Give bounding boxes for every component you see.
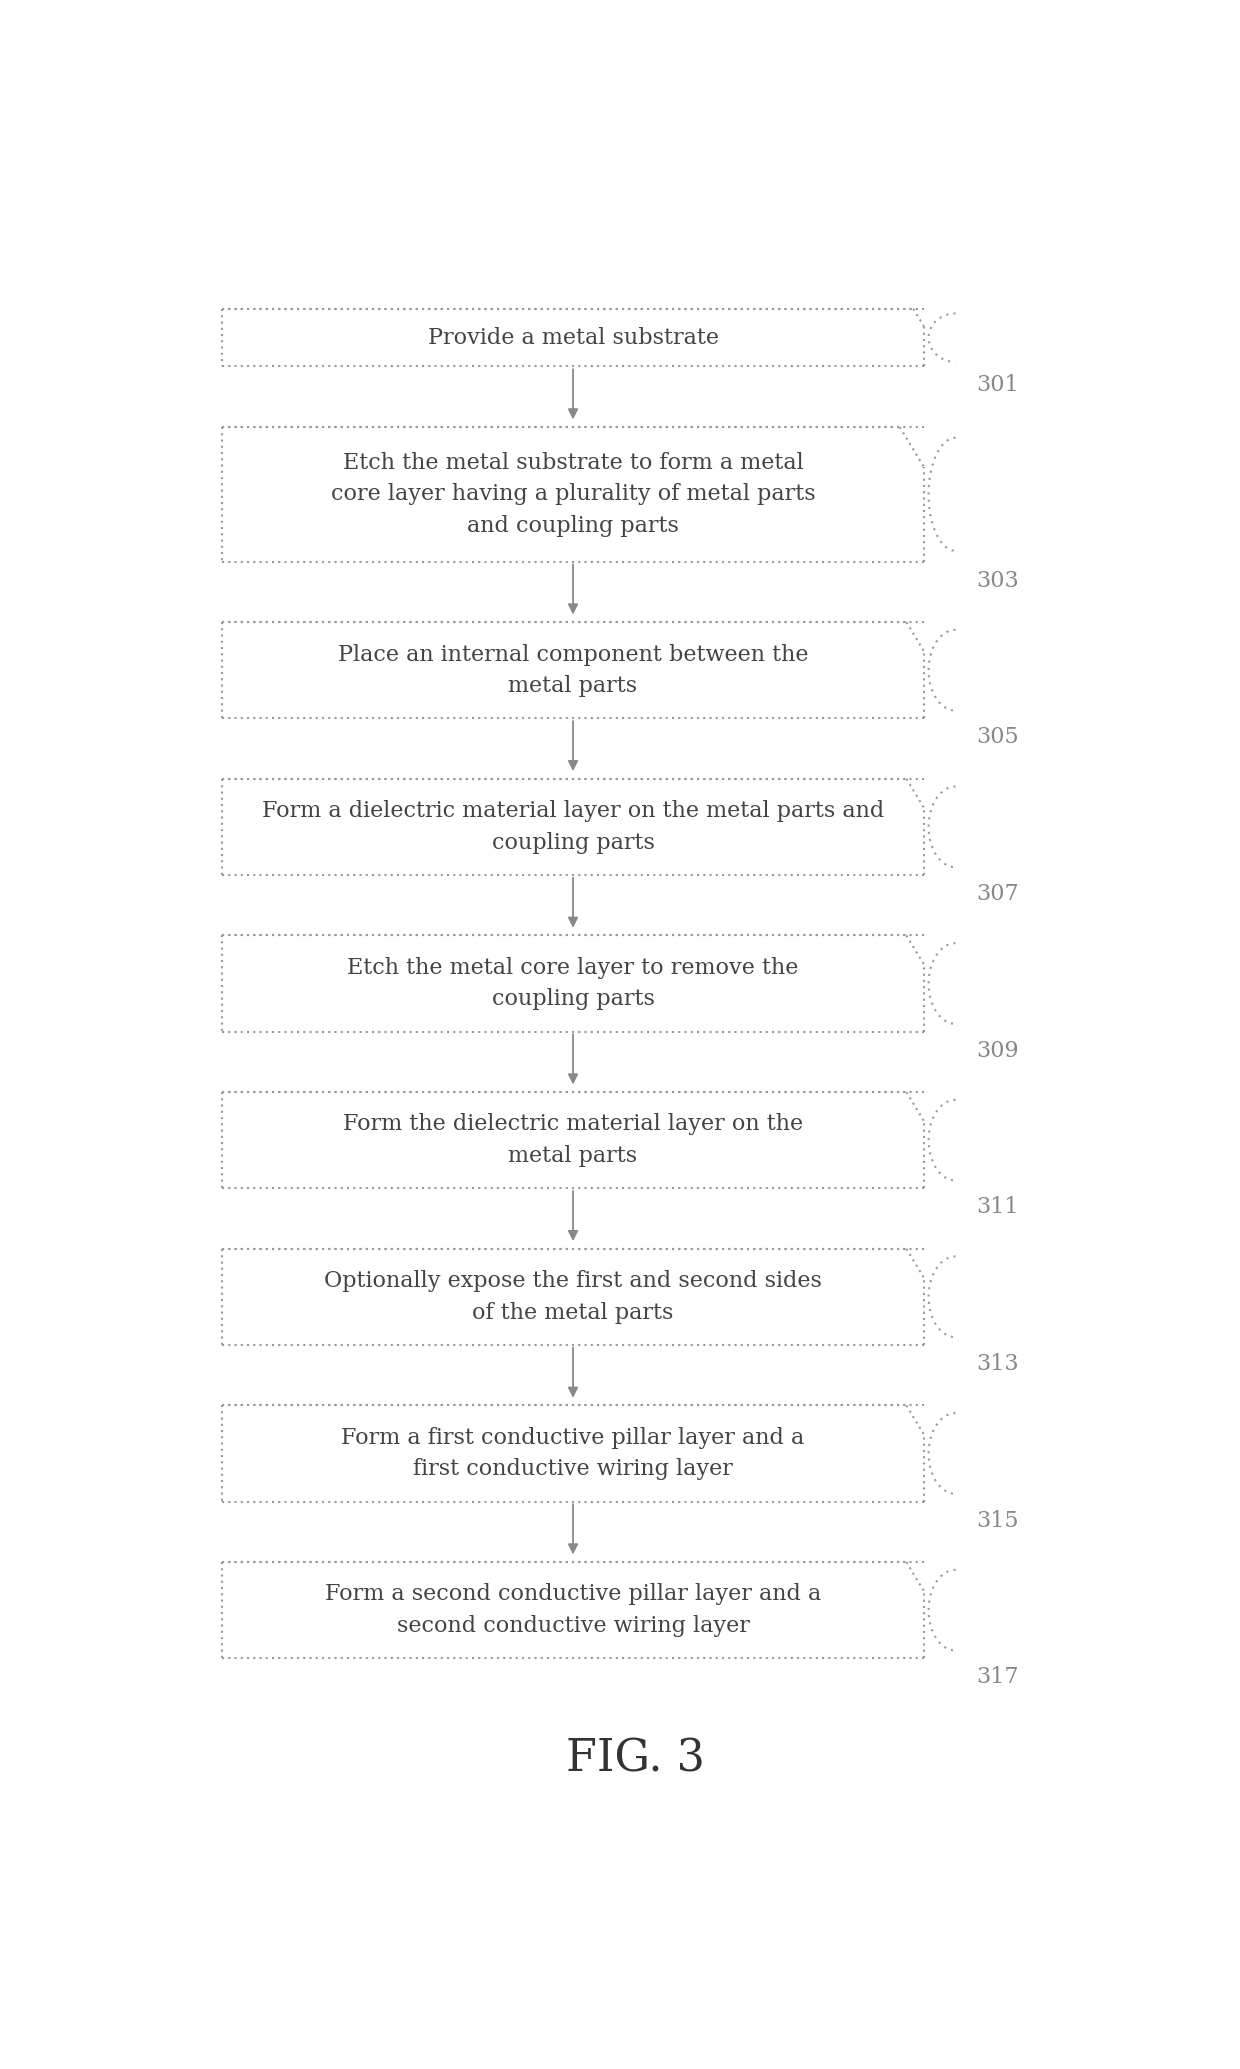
- Text: FIG. 3: FIG. 3: [567, 1738, 704, 1779]
- Bar: [222, 935, 924, 1032]
- Text: 313: 313: [977, 1353, 1019, 1374]
- Text: 317: 317: [977, 1666, 1019, 1688]
- Text: Optionally expose the first and second sides
of the metal parts: Optionally expose the first and second s…: [324, 1270, 822, 1324]
- Bar: [222, 1405, 924, 1502]
- Text: Etch the metal substrate to form a metal
core layer having a plurality of metal : Etch the metal substrate to form a metal…: [331, 451, 816, 536]
- Text: Etch the metal core layer to remove the
coupling parts: Etch the metal core layer to remove the …: [347, 956, 799, 1010]
- Bar: [222, 1562, 924, 1657]
- Bar: [222, 778, 924, 875]
- Bar: [222, 623, 924, 718]
- Text: 301: 301: [977, 374, 1019, 397]
- Text: 309: 309: [977, 1039, 1019, 1061]
- Text: Form a dielectric material layer on the metal parts and
coupling parts: Form a dielectric material layer on the …: [262, 801, 884, 854]
- Bar: [222, 1092, 924, 1188]
- Bar: [222, 426, 924, 561]
- Text: 303: 303: [977, 569, 1019, 592]
- Text: Form a first conductive pillar layer and a
first conductive wiring layer: Form a first conductive pillar layer and…: [341, 1428, 805, 1479]
- Bar: [222, 308, 924, 366]
- Text: 311: 311: [977, 1196, 1019, 1219]
- Text: 307: 307: [977, 883, 1019, 904]
- Text: 315: 315: [977, 1510, 1019, 1531]
- Text: Place an internal component between the
metal parts: Place an internal component between the …: [337, 643, 808, 697]
- Bar: [222, 1250, 924, 1345]
- Text: Form the dielectric material layer on the
metal parts: Form the dielectric material layer on th…: [343, 1113, 804, 1167]
- Text: Provide a metal substrate: Provide a metal substrate: [428, 327, 718, 350]
- Text: 305: 305: [977, 726, 1019, 749]
- Text: Form a second conductive pillar layer and a
second conductive wiring layer: Form a second conductive pillar layer an…: [325, 1583, 821, 1637]
